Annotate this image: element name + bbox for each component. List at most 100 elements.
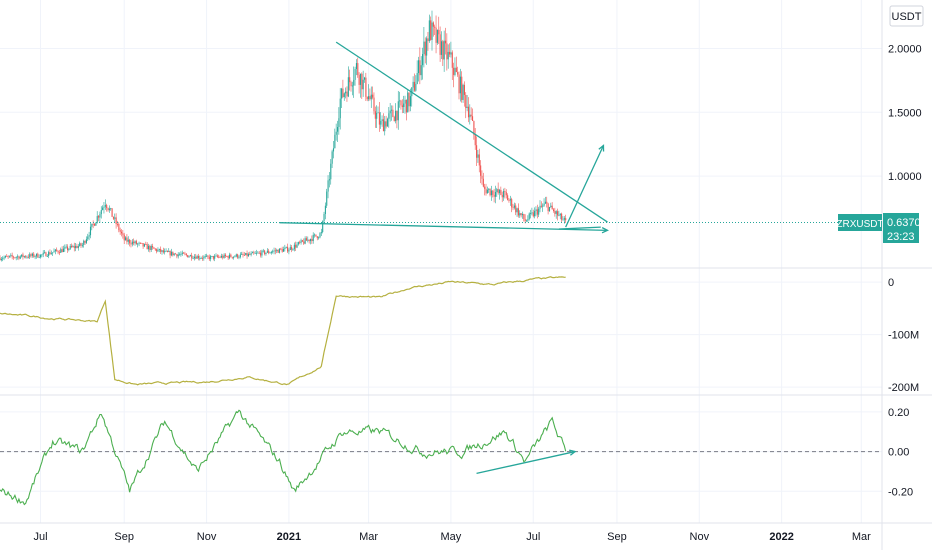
candle [126,234,128,245]
candle [557,208,559,221]
candle [199,255,201,261]
candle [337,120,339,142]
candle [31,252,33,258]
candle [331,149,333,168]
candle [249,251,251,256]
candle [311,235,313,244]
candle [381,115,383,127]
candle [110,207,112,211]
currency-badge[interactable]: USDT [889,5,924,27]
candle [368,84,370,102]
candle [521,211,524,219]
candle [304,236,306,245]
candle [517,203,519,218]
candle [445,27,447,55]
candle [357,57,359,78]
candle [102,205,104,211]
oscillator-axis-tick-label: -0.20 [888,486,913,498]
candle [505,189,507,199]
candle [17,254,19,260]
candle [100,206,102,219]
candle [423,26,425,68]
candle [516,207,518,217]
candle [106,203,108,212]
support-extension [558,226,601,230]
candle [489,188,491,197]
price-axis[interactable]: 2.0000 1.5000 1.0000 [888,43,922,183]
candle [474,127,476,150]
candle [413,73,416,92]
candle [274,247,276,255]
oscillator-trendline[interactable] [476,449,577,475]
candle [401,99,403,114]
candle [343,92,345,101]
candle [262,248,264,253]
candle [187,254,189,258]
candle [450,41,452,58]
candle [477,149,479,163]
candle [299,240,301,245]
candle [254,251,256,254]
candle [6,254,8,257]
candle [264,249,266,256]
candle [362,70,364,97]
candle [378,101,380,132]
candle [547,202,549,215]
candle [350,80,352,92]
candle [22,252,24,260]
candle [316,236,318,241]
oscillator-pane[interactable] [0,409,882,506]
candle [315,234,317,237]
oscillator-axis[interactable]: 0.20 0.00 -0.20 [888,407,913,498]
candle [488,188,490,193]
candle [312,232,314,244]
candle [189,254,191,257]
candle [246,250,248,259]
candle [46,254,48,257]
candle [494,185,497,204]
candle [91,223,93,231]
candle [277,249,279,253]
candle [535,206,537,217]
candle [393,115,395,122]
candle [497,182,499,195]
candle [385,115,387,129]
candle [303,238,305,245]
candle [94,223,96,227]
candle [158,248,160,253]
candle [418,56,420,82]
candle [23,255,25,259]
candle [123,232,125,244]
currency-label: USDT [892,11,922,23]
candle [131,239,133,247]
candle [57,250,59,255]
time-axis[interactable]: Jul Sep Nov 2021 Mar May Jul Sep Nov 2022 Mar [33,531,871,543]
candle [513,202,515,210]
candle [431,10,433,51]
candle [395,103,397,124]
candle [261,249,263,258]
candle [322,220,324,234]
candle [89,222,92,239]
candle [278,248,281,254]
obv-axis[interactable]: 0 -100M -200M [888,277,919,394]
candle [230,253,232,258]
candle [115,213,117,229]
candle [407,90,409,113]
obv-axis-tick-label: 0 [888,277,894,289]
price-pane[interactable] [0,10,882,262]
breakout-projection-arrow-arrowhead [598,144,605,152]
candle [54,249,56,255]
candle [462,83,464,103]
candle [176,253,178,259]
descending-trendline [335,41,608,223]
candle [461,71,463,103]
trendline-drawings[interactable] [279,41,609,234]
candle [253,250,255,255]
obv-pane[interactable] [0,276,566,386]
candle [250,251,252,257]
candle [349,69,351,91]
candle [511,197,513,213]
candle [195,253,197,260]
